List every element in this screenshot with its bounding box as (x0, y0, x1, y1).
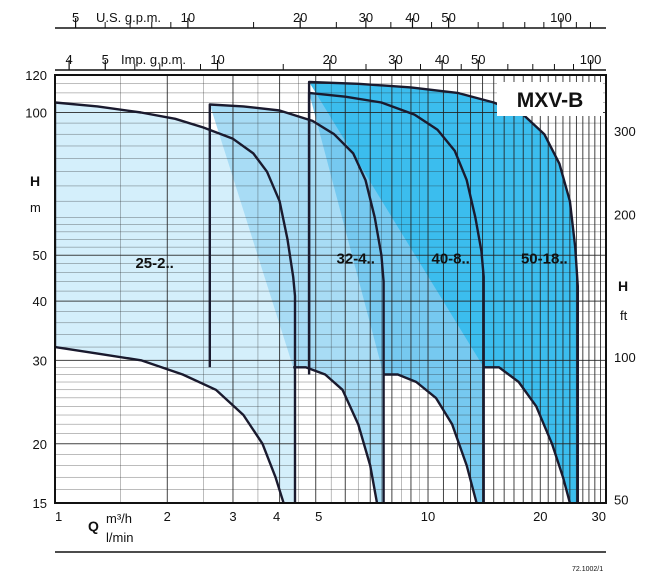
ft-tick-label: 200 (614, 207, 636, 222)
max-curve-25-2 (55, 101, 297, 503)
region-label: 40-8.. (431, 251, 469, 268)
usgpm-tick-label: 10 (181, 10, 195, 25)
y-axis-unit: m (30, 200, 41, 215)
x-tick-label: 10 (421, 509, 435, 524)
region-label: 32-4.. (337, 251, 375, 268)
ft-tick-label: 300 (614, 124, 636, 139)
lmin-label: l/min (106, 530, 133, 545)
impgpm-labels: 4 5 10 20 30 40 50 100 (66, 52, 602, 67)
usgpm-tick-label: 5 (72, 10, 79, 25)
y-tick-label: 30 (33, 353, 47, 368)
ft-tick-label: 50 (614, 493, 628, 508)
chart-title: MXV-B (517, 89, 584, 112)
x-tick-label: 1 (55, 509, 62, 524)
x-tick-label: 20 (533, 509, 547, 524)
min-curve-32-4 (293, 366, 379, 503)
min-curve-40-8 (383, 373, 478, 503)
usgpm-label: U.S. g.p.m. (96, 10, 161, 25)
y2-axis-symbol: H (618, 278, 628, 294)
x-tick-label: 3 (229, 509, 236, 524)
impgpm-tick-label: 5 (102, 52, 109, 67)
max-curve-40-8 (307, 91, 485, 503)
usgpm-tick-label: 20 (293, 10, 307, 25)
ft-tick-label: 100 (614, 350, 636, 365)
x-tick-label: 5 (315, 509, 322, 524)
usgpm-tick-label: 30 (359, 10, 373, 25)
y-tick-label: 100 (25, 106, 47, 121)
impgpm-tick-label: 50 (471, 52, 485, 67)
region-labels: 25-2.. 32-4.. 40-8.. 50-18.. (135, 251, 567, 272)
y-tick-label: 120 (25, 68, 47, 83)
impgpm-tick-label: 10 (210, 52, 224, 67)
region-label: 50-18.. (521, 251, 568, 268)
x-axis-symbol: Q (88, 518, 99, 534)
usgpm-ticks (75, 18, 591, 28)
region-label: 25-2.. (135, 255, 173, 272)
y-tick-labels: 15 20 30 40 50 100 120 (25, 68, 47, 511)
y-tick-label: 50 (33, 248, 47, 263)
y-axis-symbol: H (30, 173, 40, 189)
usgpm-labels: 5 10 20 30 40 50 100 (72, 10, 572, 25)
x-axis-unit: m³/h (106, 511, 132, 526)
ft-tick-labels: 50 100 200 300 (614, 124, 636, 508)
impgpm-tick-label: 20 (323, 52, 337, 67)
x-tick-label: 2 (164, 509, 171, 524)
y-tick-label: 40 (33, 294, 47, 309)
x-tick-label: 4 (273, 509, 280, 524)
x-tick-labels: 1 2 3 4 5 10 20 30 (55, 509, 606, 524)
curve-outlines (55, 80, 579, 503)
figure-code: 72.1002/1 (572, 566, 603, 573)
y2-axis-unit: ft (620, 308, 628, 323)
x-tick-label: 30 (592, 509, 606, 524)
min-curve-50-18 (483, 366, 572, 503)
impgpm-tick-label: 100 (580, 52, 602, 67)
plot-frame (54, 74, 607, 504)
impgpm-tick-label: 40 (435, 52, 449, 67)
min-curve-25-2 (55, 345, 285, 503)
y-tick-label: 15 (33, 496, 47, 511)
title-box (497, 82, 603, 116)
region-25-2 (55, 102, 295, 503)
usgpm-tick-label: 50 (441, 10, 455, 25)
y-tick-label: 20 (33, 437, 47, 452)
max-curve-32-4 (208, 103, 385, 503)
impgpm-tick-label: 30 (388, 52, 402, 67)
impgpm-label: Imp. g.p.m. (121, 52, 186, 67)
usgpm-tick-label: 40 (405, 10, 419, 25)
impgpm-tick-label: 4 (66, 52, 73, 67)
usgpm-tick-label: 100 (550, 10, 572, 25)
impgpm-ticks (68, 60, 592, 70)
